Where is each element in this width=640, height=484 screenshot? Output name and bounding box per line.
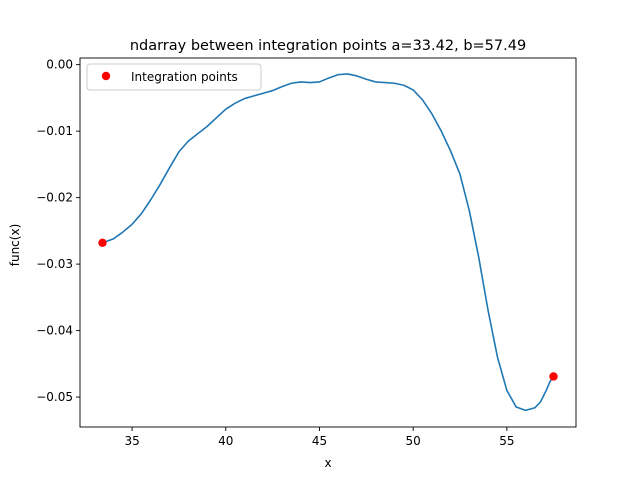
y-axis-label: func(x) <box>8 224 22 267</box>
y-tick-label: −0.01 <box>36 124 73 138</box>
legend-box <box>86 63 262 91</box>
y-tick-label: −0.04 <box>36 324 73 338</box>
y-axis-ticks: 0.00 −0.01 −0.02 −0.03 −0.04 −0.05 <box>36 58 80 404</box>
x-tick-label: 40 <box>218 434 233 448</box>
plot-area <box>79 57 577 428</box>
y-tick-label: 0.00 <box>46 58 73 72</box>
y-tick-label: −0.05 <box>36 390 73 404</box>
y-tick-label: −0.03 <box>36 257 73 271</box>
legend-label: Integration points <box>131 70 238 84</box>
x-axis-label: x <box>324 456 331 470</box>
legend-marker <box>101 71 111 81</box>
x-tick-label: 35 <box>124 434 139 448</box>
x-tick-label: 50 <box>406 434 421 448</box>
series-line <box>101 73 555 412</box>
x-tick-label: 45 <box>312 434 327 448</box>
x-axis-ticks: 35 40 45 50 55 <box>124 427 514 448</box>
y-tick-label: −0.02 <box>36 191 73 205</box>
x-tick-label: 55 <box>499 434 514 448</box>
integration-point <box>98 238 107 248</box>
axes-frame <box>79 57 577 428</box>
integration-point <box>549 372 558 381</box>
legend: Integration points <box>86 63 262 91</box>
chart-title: ndarray between integration points a=33.… <box>130 38 526 54</box>
